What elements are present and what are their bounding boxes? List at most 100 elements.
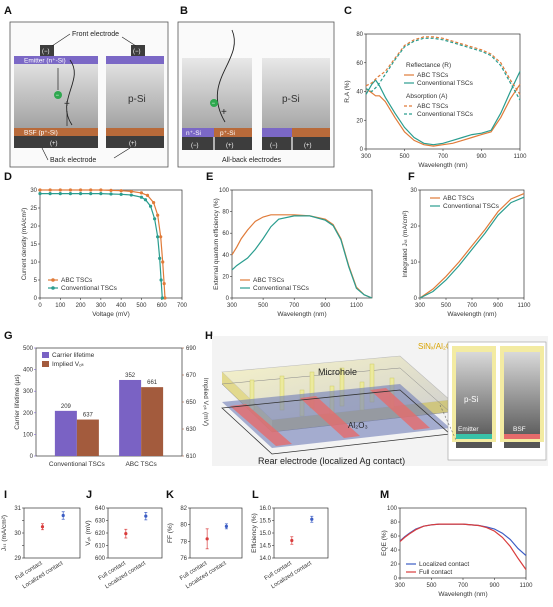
- data-point: [99, 192, 103, 196]
- y-tick-label: 10: [410, 260, 417, 266]
- y-tick-label: 82: [180, 506, 187, 512]
- y-tick-label: 60: [390, 534, 397, 540]
- panel-h: H Microhole SiNₓ/Al₂O₃ Al₂O₃ Rear electr…: [205, 330, 548, 466]
- y-tick-label: 20: [222, 274, 229, 280]
- b-nsi-label: n⁺-Si: [186, 130, 201, 137]
- bar-value-label: 637: [83, 413, 94, 419]
- y-tick-label: 30: [14, 531, 21, 537]
- a-leader-left: [51, 33, 71, 47]
- y-tick-label: 80: [390, 520, 397, 526]
- series-line: [419, 196, 525, 299]
- y2-tick-label: 670: [186, 373, 197, 379]
- y-tick-label: 20: [390, 562, 397, 568]
- y-axis-label: Integrated Jₛₜ (mA/cm²): [402, 210, 409, 277]
- series-line: [365, 36, 521, 95]
- data-point: [89, 188, 93, 192]
- x-axis-label: Voltage (mV): [92, 311, 130, 318]
- chart-d: 0 100 200 300 400 500 600 700 0 5 10 15 20 25 30 Voltag…: [21, 188, 188, 318]
- data-point: [78, 188, 83, 192]
- panel-c-label: C: [344, 5, 352, 17]
- x-axis-label: Wavelength (nm): [447, 311, 496, 318]
- a-psi-label: p-Si: [128, 94, 146, 105]
- data-point: [224, 524, 228, 528]
- legend-label: ABC TSCs: [253, 277, 285, 284]
- series-line: [419, 193, 525, 299]
- plot-frame: [189, 507, 243, 559]
- y2-tick-label: 650: [186, 400, 197, 406]
- x-tick-label: 900: [476, 154, 487, 160]
- y-tick-label: 16.0: [259, 506, 271, 512]
- y-tick-label: 20: [30, 224, 37, 230]
- bar-voc: [141, 387, 164, 456]
- y-tick-label: 60: [356, 61, 363, 67]
- x-tick-label: 900: [320, 303, 331, 309]
- b-light-path: [216, 29, 235, 123]
- data-point: [40, 525, 45, 529]
- y-tick-label: 620: [95, 531, 106, 537]
- panel-d-label: D: [4, 171, 12, 183]
- y2-tick-label: 610: [186, 454, 197, 460]
- a-back-metal-right: [106, 136, 164, 148]
- y-tick-label: 20: [410, 224, 417, 230]
- data-point: [38, 192, 42, 196]
- y2-tick-label: 690: [186, 346, 197, 352]
- series-line: [40, 193, 163, 299]
- chart-c: 300 500 700 900 1100 0 20 40 60 80 Wavelength (nm)…: [344, 32, 527, 169]
- h-passivation-label: SiNₓ/Al₂O₃: [418, 342, 455, 351]
- y-tick-label: 80: [222, 210, 229, 216]
- y-tick-label: 15.0: [259, 531, 271, 537]
- y-tick-label: 640: [95, 506, 106, 512]
- h-cs-psi-label: p-Si: [464, 395, 478, 404]
- data-point: [109, 188, 113, 192]
- legend-label: Conventional TSCs: [253, 285, 310, 292]
- data-point: [78, 192, 83, 196]
- data-point: [159, 235, 163, 239]
- b-psi-bulk-label: p-Si: [282, 94, 300, 105]
- panel-b: B n⁺-Si p⁺-Si (−) (+) (−) (+) p-Si − + A…: [177, 5, 335, 168]
- data-point: [152, 201, 156, 205]
- data-point: [163, 296, 167, 300]
- y-tick-label: 30: [410, 188, 417, 194]
- x-tick-label: 200: [76, 303, 87, 309]
- a-electron: [54, 91, 62, 99]
- data-point: [290, 538, 294, 543]
- b-minus-right: (−): [270, 143, 278, 149]
- y-tick-label: 15: [30, 242, 37, 248]
- b-plus-left: (+): [226, 143, 234, 149]
- legend-label: ABC TSCs: [61, 277, 93, 284]
- b-si-right: [262, 58, 330, 138]
- a-si-right: [106, 56, 164, 132]
- y-axis-label: Efficiency (%): [251, 513, 258, 553]
- chart-e: 300 500 700 900 1100 0 20 40 60 80 100 Wavelength (…: [213, 188, 373, 318]
- plot-frame: [365, 33, 521, 150]
- a-back-electrode-label: Back electrode: [50, 157, 96, 164]
- series-line: [399, 523, 527, 570]
- chart-m: 300 500 700 900 1100 0 20 40 60 80 100 Wavelength (…: [381, 506, 533, 598]
- data-point: [119, 189, 123, 193]
- category-label: ABC TSCs: [125, 461, 157, 468]
- plot-frame: [231, 189, 373, 299]
- x-tick-label: 700: [458, 583, 469, 589]
- category-label: Localized contact: [22, 560, 65, 590]
- data-point: [161, 260, 165, 264]
- y-axis-label: External quantum efficiency (%): [213, 198, 220, 290]
- a-front-contact-left: [40, 45, 54, 56]
- panel-a-label: A: [4, 5, 12, 17]
- a-hole-sign: +: [64, 99, 70, 110]
- data-point: [156, 235, 160, 239]
- bar-voc: [76, 419, 99, 456]
- y-axis-label: Vₒₖ (mV): [85, 520, 92, 545]
- x-tick-label: 300: [361, 154, 372, 160]
- y-tick-label: 5: [34, 278, 38, 284]
- data-point: [205, 537, 209, 541]
- data-point: [109, 192, 113, 196]
- x-tick-label: 1100: [350, 303, 364, 309]
- y-axis-label: FF (%): [167, 523, 174, 543]
- b-back-metal-left: [182, 137, 252, 150]
- plot-frame: [273, 507, 329, 559]
- legend-label: Conventional TSCs: [61, 285, 118, 292]
- y-tick-label: 400: [23, 368, 34, 374]
- b-electron-sign: −: [212, 101, 216, 107]
- legend-label: ABC TSCs: [417, 72, 449, 79]
